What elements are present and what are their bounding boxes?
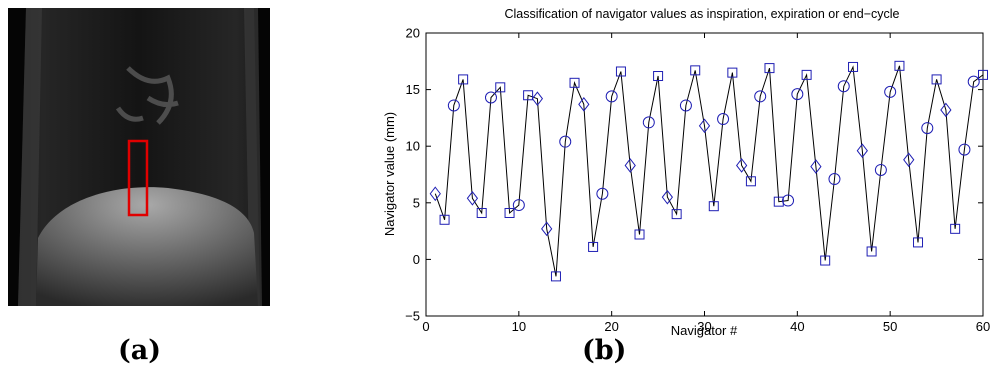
marker-square <box>745 176 756 187</box>
y-tick-label: 15 <box>406 82 420 97</box>
marker-circle <box>782 194 795 207</box>
marker-square <box>476 207 487 218</box>
marker-diamond <box>736 158 748 173</box>
navigator-chart: Classification of navigator values as in… <box>382 7 990 338</box>
mri-image <box>8 8 270 306</box>
marker-circle <box>679 99 692 112</box>
marker-square <box>588 241 599 252</box>
marker-square <box>913 237 924 248</box>
marker-square <box>801 69 812 80</box>
marker-square <box>634 229 645 240</box>
y-tick-label: 20 <box>406 26 420 41</box>
marker-diamond <box>541 221 553 237</box>
marker-diamond <box>531 91 544 106</box>
marker-square <box>495 82 506 93</box>
x-axis-label: Navigator # <box>671 323 738 338</box>
series-line <box>434 65 984 277</box>
marker-square <box>848 61 859 72</box>
marker-square <box>773 196 784 207</box>
marker-square <box>820 255 831 266</box>
panel-a-label: (a) <box>118 335 162 366</box>
marker-square <box>439 214 450 225</box>
marker-circle <box>596 187 609 200</box>
mri-vessels <box>115 66 179 125</box>
y-axis-label: Navigator value (mm) <box>382 112 397 236</box>
x-tick-label: 20 <box>604 319 618 334</box>
marker-square <box>708 201 719 212</box>
marker-square <box>653 71 664 82</box>
marker-circle <box>884 85 897 98</box>
marker-square <box>550 271 561 282</box>
x-tick-label: 30 <box>697 319 711 334</box>
marker-circle <box>512 199 525 212</box>
marker-square <box>615 66 626 77</box>
chart-title: Classification of navigator values as in… <box>504 7 899 21</box>
marker-diamond <box>466 190 479 206</box>
x-tick-label: 40 <box>790 319 804 334</box>
marker-square <box>764 63 775 74</box>
marker-diamond <box>810 159 822 174</box>
marker-circle <box>717 113 730 126</box>
marker-circle <box>642 116 655 129</box>
marker-square <box>978 69 988 80</box>
marker-square <box>894 60 905 71</box>
mri-liver <box>36 187 258 306</box>
marker-diamond <box>698 118 711 134</box>
marker-diamond <box>429 186 441 202</box>
x-tick-label: 60 <box>976 319 990 334</box>
mri-chest-wall-left <box>18 8 42 306</box>
marker-diamond <box>661 189 673 205</box>
marker-circle <box>874 163 887 176</box>
marker-square <box>866 246 877 257</box>
panel-b-label: (b) <box>582 335 627 366</box>
marker-square <box>690 65 701 76</box>
marker-circle <box>484 91 497 104</box>
x-tick-label: 0 <box>422 319 429 334</box>
marker-circle <box>447 99 460 112</box>
marker-square <box>504 207 515 218</box>
marker-square <box>671 209 682 220</box>
y-tick-label: 0 <box>413 252 420 267</box>
navigator-box <box>127 139 149 217</box>
x-tick-label: 50 <box>883 319 897 334</box>
marker-circle <box>837 80 850 93</box>
marker-square <box>569 77 580 88</box>
marker-circle <box>921 122 934 135</box>
marker-square <box>523 90 534 101</box>
marker-circle <box>828 173 841 186</box>
y-tick-label: −5 <box>405 309 420 324</box>
marker-square <box>931 74 942 85</box>
marker-diamond <box>624 158 636 173</box>
marker-circle <box>958 143 971 156</box>
marker-diamond <box>856 143 868 159</box>
marker-circle <box>559 135 572 148</box>
y-tick-label: 10 <box>406 139 420 154</box>
marker-square <box>727 67 738 78</box>
markers <box>429 60 988 282</box>
marker-circle <box>754 90 767 103</box>
marker-diamond <box>940 102 952 118</box>
marker-circle <box>605 90 618 103</box>
marker-circle <box>967 75 980 88</box>
marker-circle <box>791 88 804 101</box>
marker-square <box>458 74 469 85</box>
marker-diamond <box>903 152 915 168</box>
x-tick-label: 10 <box>512 319 526 334</box>
marker-square <box>950 223 961 234</box>
y-tick-label: 5 <box>413 195 420 210</box>
plot-frame <box>425 32 984 317</box>
marker-diamond <box>578 96 590 112</box>
